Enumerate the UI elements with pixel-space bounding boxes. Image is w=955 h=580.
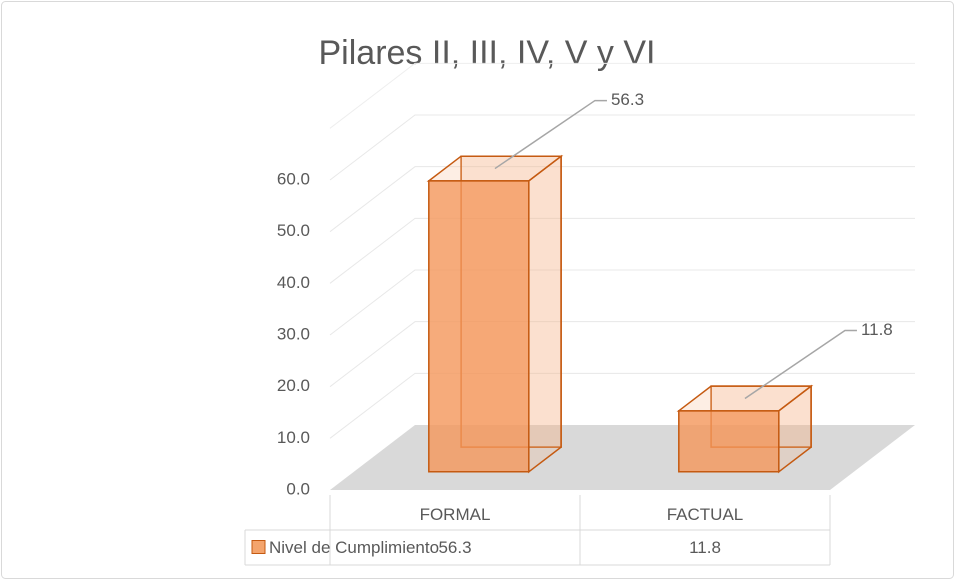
chart-title: Pilares II, III, IV, V y VI (319, 34, 656, 72)
table-value: 11.8 (689, 538, 721, 557)
x-tick-label: FACTUAL (667, 505, 744, 524)
legend-swatch (251, 540, 266, 554)
bar-front (428, 180, 530, 473)
grid-line (329, 372, 915, 439)
y-tick-label: 60.0 (277, 169, 310, 188)
bar-front (678, 410, 780, 473)
floor (330, 425, 915, 490)
data-label: 11.8 (861, 320, 893, 339)
y-tick-label: 0.0 (286, 479, 310, 498)
bar (426, 154, 564, 474)
x-tick-label: FORMAL (420, 505, 491, 524)
bar (676, 384, 814, 474)
y-tick-label: 30.0 (277, 324, 310, 343)
y-tick-label: 40.0 (277, 273, 310, 292)
grid-line (329, 269, 915, 336)
y-tick-label: 10.0 (277, 428, 310, 447)
legend-label: Nivel de Cumplimiento (269, 538, 439, 557)
data-label: 56.3 (611, 90, 644, 109)
y-tick-label: 20.0 (277, 376, 310, 395)
table-value: 56.3 (438, 538, 471, 557)
wall-edge (329, 62, 915, 129)
grid-line (329, 166, 915, 233)
leader-line (744, 329, 857, 400)
grid-line (329, 114, 915, 181)
grid-line (329, 321, 915, 388)
leader-line (494, 99, 607, 170)
y-tick-label: 50.0 (277, 221, 310, 240)
bar-side (528, 154, 562, 474)
grid-line (329, 217, 915, 284)
